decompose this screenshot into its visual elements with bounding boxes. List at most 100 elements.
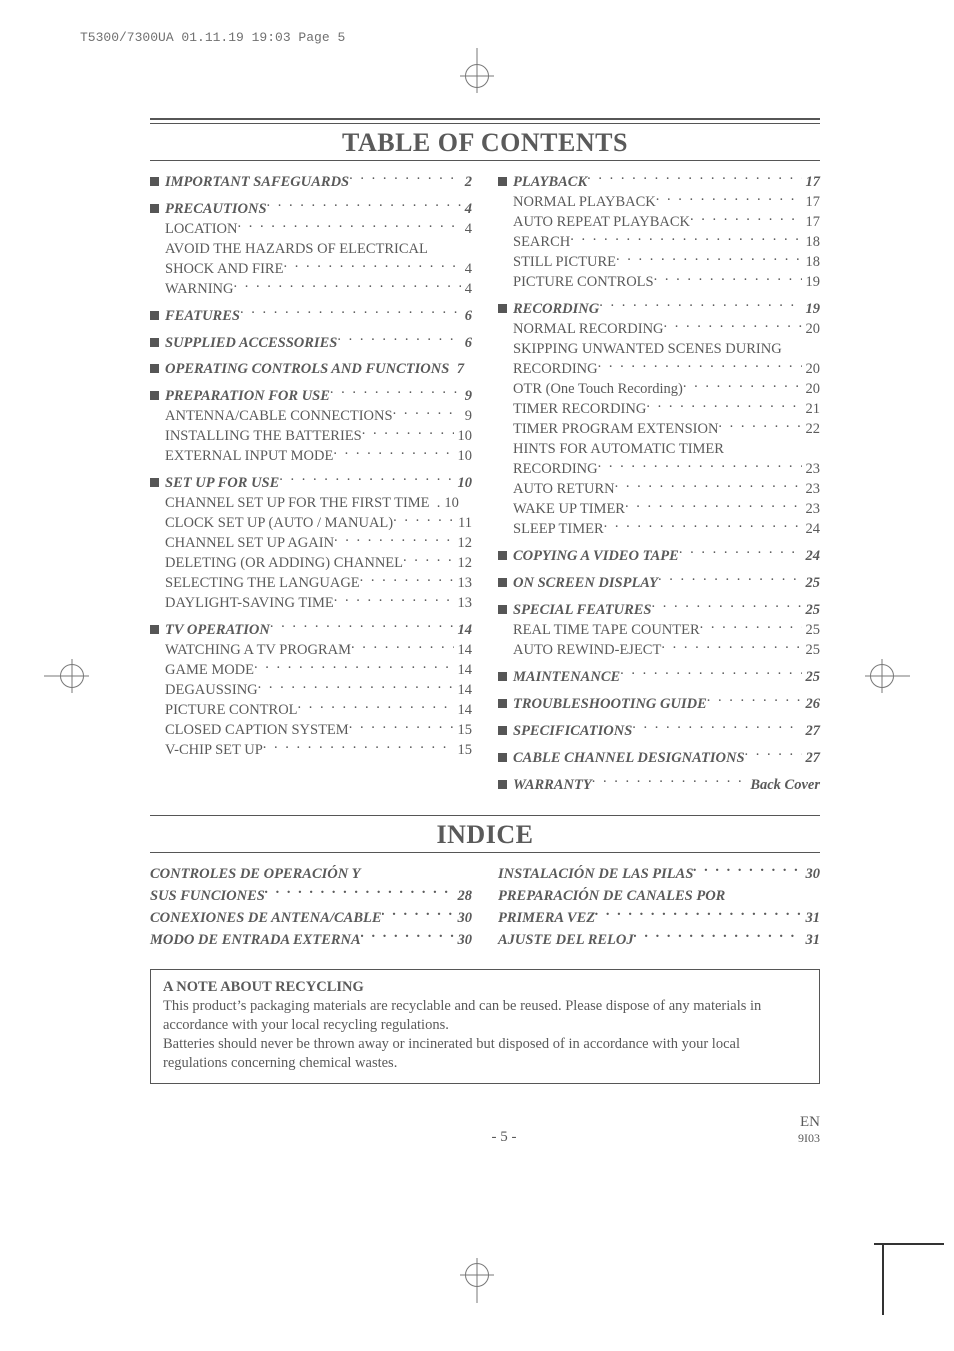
toc-column-right: PLAYBACK17NORMAL PLAYBACK17AUTO REPEAT P… (498, 171, 820, 795)
leader-dots (654, 272, 802, 286)
toc-page: 20 (802, 319, 821, 339)
leader-dots (240, 305, 461, 320)
toc-page: 12 (454, 553, 473, 573)
rule (150, 160, 820, 161)
toc-heading-label: CABLE CHANNEL DESIGNATIONS (513, 748, 745, 768)
leader-dots (349, 171, 461, 186)
bullet-icon (150, 311, 159, 320)
toc-page: 6 (461, 306, 472, 326)
leader-dots (351, 640, 454, 654)
indice-entry: CONTROLES DE OPERACIÓN Y (150, 863, 472, 885)
indice-column-left: CONTROLES DE OPERACIÓN YSUS FUNCIONES28C… (150, 863, 472, 951)
indice-column-right: INSTALACIÓN DE LAS PILAS30PREPARACIÓN DE… (498, 863, 820, 951)
leader-dots (658, 572, 801, 587)
toc-column-left: IMPORTANT SAFEGUARDS2PRECAUTIONS4LOCATIO… (150, 171, 472, 795)
toc-entry-label: PICTURE CONTROLS (513, 272, 654, 292)
indice-entry: CONEXIONES DE ANTENA/CABLE30 (150, 907, 472, 929)
toc-entry-label: SLEEP TIMER (513, 519, 604, 539)
toc-page: 17 (802, 172, 821, 192)
toc-entry-label: TIMER RECORDING (513, 399, 646, 419)
toc-page: 25 (802, 620, 821, 640)
leader-dots (349, 720, 454, 734)
bullet-icon (150, 338, 159, 347)
toc-entry: AUTO RETURN23 (498, 479, 820, 499)
toc-entry: DAYLIGHT-SAVING TIME13 (150, 593, 472, 613)
toc-heading-label: TV OPERATION (165, 620, 270, 640)
toc-page: 24 (802, 519, 821, 539)
toc-heading-label: RECORDING (513, 299, 599, 319)
toc-entry-label: DEGAUSSING (165, 680, 258, 700)
toc-entry-label: CHANNEL SET UP FOR THE FIRST TIME (165, 493, 430, 513)
toc-entry-label: REAL TIME TAPE COUNTER (513, 620, 700, 640)
indice-label: PRIMERA VEZ (498, 907, 595, 929)
toc-entry-label: WARNING (165, 279, 233, 299)
leader-dots (337, 332, 460, 347)
toc-heading-label: PREPARATION FOR USE (165, 386, 330, 406)
toc-page: 27 (802, 721, 821, 741)
print-slug: T5300/7300UA 01.11.19 19:03 Page 5 (80, 30, 345, 45)
leader-dots (258, 680, 454, 694)
indice-entry: MODO DE ENTRADA EXTERNA30 (150, 929, 472, 951)
indice-label: CONTROLES DE OPERACIÓN Y (150, 863, 360, 885)
toc-heading-label: ON SCREEN DISPLAY (513, 573, 658, 593)
leader-dots (598, 459, 802, 473)
toc-heading: PLAYBACK 17 (498, 171, 820, 192)
toc-entry-label: V-CHIP SET UP (165, 740, 263, 760)
page-number: - 5 - (210, 1129, 798, 1146)
registration-mark (465, 64, 489, 88)
leader-dots (265, 886, 454, 900)
toc-heading-label: PLAYBACK (513, 172, 587, 192)
leader-dots (598, 359, 802, 373)
toc-entry: AUTO REWIND-EJECT25 (498, 640, 820, 660)
toc-heading-label: SUPPLIED ACCESSORIES (165, 333, 337, 353)
toc-page: 19 (802, 299, 821, 319)
toc-heading-label: IMPORTANT SAFEGUARDS (165, 172, 349, 192)
note-paragraph: This product’s packaging materials are r… (163, 997, 807, 1035)
indice-label: MODO DE ENTRADA EXTERNA (150, 929, 361, 951)
toc-heading-label: PRECAUTIONS (165, 199, 267, 219)
toc-entry-label: CLOCK SET UP (AUTO / MANUAL) (165, 513, 393, 533)
indice-label: SUS FUNCIONES (150, 885, 265, 907)
leader-dots (690, 212, 802, 226)
toc-page: 23 (802, 479, 821, 499)
toc-page: 4 (461, 259, 472, 279)
toc-entry: SLEEP TIMER 24 (498, 519, 820, 539)
leader-dots (333, 446, 453, 460)
indice-label: CONEXIONES DE ANTENA/CABLE (150, 907, 382, 929)
toc-page: 22 (802, 419, 821, 439)
toc-entry-label: INSTALLING THE BATTERIES (165, 426, 362, 446)
toc-page: 2 (461, 172, 472, 192)
bullet-icon (498, 672, 507, 681)
toc-entry-label: NORMAL PLAYBACK (513, 192, 656, 212)
leader-dots (360, 573, 454, 587)
trim-mark (874, 1243, 944, 1245)
toc-heading-label: FEATURES (165, 306, 240, 326)
toc-heading: SUPPLIED ACCESSORIES6 (150, 332, 472, 353)
leader-dots (587, 171, 801, 186)
leader-dots (238, 219, 461, 233)
toc-page: 10 (454, 473, 473, 493)
toc-heading: COPYING A VIDEO TAPE24 (498, 545, 820, 566)
rule (150, 123, 820, 124)
toc-page: 4 (461, 219, 472, 239)
indice-page: 31 (802, 907, 821, 929)
toc-page: 18 (802, 252, 821, 272)
leader-dots (634, 930, 802, 944)
toc-heading: TV OPERATION14 (150, 619, 472, 640)
toc-entry: RECORDING20 (498, 359, 820, 379)
toc-entry-label: OTR (One Touch Recording) (513, 379, 683, 399)
toc-entry-label: RECORDING (513, 459, 598, 479)
leader-dots (700, 620, 802, 634)
toc-entry: TIMER PROGRAM EXTENSION22 (498, 419, 820, 439)
indice-page: 30 (802, 863, 821, 885)
leader-dots (595, 908, 801, 922)
toc-page: 7 (453, 359, 464, 379)
toc-entry: EXTERNAL INPUT MODE10 (150, 446, 472, 466)
toc-entry-label: GAME MODE (165, 660, 254, 680)
toc-entry-label: AVOID THE HAZARDS OF ELECTRICAL (165, 239, 428, 259)
leader-dots (361, 930, 454, 944)
toc-entry: NORMAL RECORDING20 (498, 319, 820, 339)
toc-page: 4 (461, 279, 472, 299)
toc-heading: PREPARATION FOR USE9 (150, 385, 472, 406)
toc-heading: IMPORTANT SAFEGUARDS 2 (150, 171, 472, 192)
